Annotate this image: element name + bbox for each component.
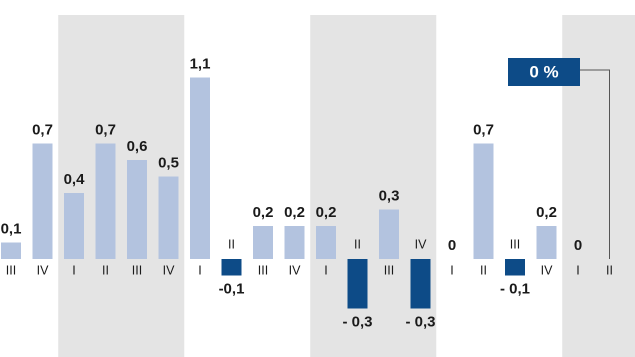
bar <box>64 193 84 259</box>
callout-line <box>580 69 610 259</box>
value-label: 0 <box>448 237 456 254</box>
category-label: II <box>480 263 487 277</box>
category-label: IV <box>163 263 175 277</box>
bar <box>284 226 305 259</box>
category-label: IV <box>289 263 301 277</box>
value-label: 0,2 <box>284 204 305 221</box>
callout-box <box>508 58 580 86</box>
bar <box>347 259 368 309</box>
category-label: II <box>606 263 613 277</box>
bar <box>316 226 336 259</box>
category-label: II <box>354 237 361 251</box>
value-label: 0 <box>574 237 582 254</box>
value-label: 0,5 <box>158 154 179 171</box>
value-label: 0,2 <box>316 204 337 221</box>
bar <box>505 259 525 276</box>
value-label: 1,1 <box>190 55 211 72</box>
value-label: 0,7 <box>32 121 53 138</box>
bar <box>410 259 431 309</box>
value-label: - 0,3 <box>342 313 372 330</box>
bar <box>158 176 179 259</box>
category-label: III <box>510 237 520 251</box>
bar <box>253 226 273 259</box>
bar <box>32 143 53 259</box>
category-label: III <box>384 263 394 277</box>
category-label: III <box>6 263 16 277</box>
category-label: I <box>576 263 579 277</box>
bar <box>536 226 557 259</box>
bar <box>221 259 242 276</box>
category-label: I <box>450 263 453 277</box>
category-label: III <box>132 263 142 277</box>
category-label: III <box>258 263 268 277</box>
value-label: 0,2 <box>253 204 274 221</box>
category-label: I <box>324 263 327 277</box>
category-label: IV <box>541 263 553 277</box>
category-label: II <box>228 237 235 251</box>
category-label: II <box>102 263 109 277</box>
bar <box>379 209 399 259</box>
category-label: I <box>198 263 201 277</box>
category-label: IV <box>415 237 427 251</box>
bar <box>190 77 210 259</box>
value-label: 0,4 <box>64 171 86 188</box>
bar <box>473 143 494 259</box>
bar <box>127 160 147 259</box>
category-label: IV <box>37 263 49 277</box>
value-label: 0,3 <box>379 187 400 204</box>
bar <box>95 143 116 259</box>
bar <box>1 242 21 259</box>
value-label: 0,6 <box>127 138 148 155</box>
value-label: 0,7 <box>473 121 494 138</box>
value-label: 0,7 <box>95 121 116 138</box>
value-label: - 0,3 <box>405 313 435 330</box>
value-label: -0,1 <box>219 280 245 297</box>
callout-label: 0 % <box>529 62 558 81</box>
value-label: - 0,1 <box>500 280 530 297</box>
value-label: 0,2 <box>536 204 557 221</box>
category-label: I <box>72 263 75 277</box>
value-label: 0,1 <box>1 220 22 237</box>
